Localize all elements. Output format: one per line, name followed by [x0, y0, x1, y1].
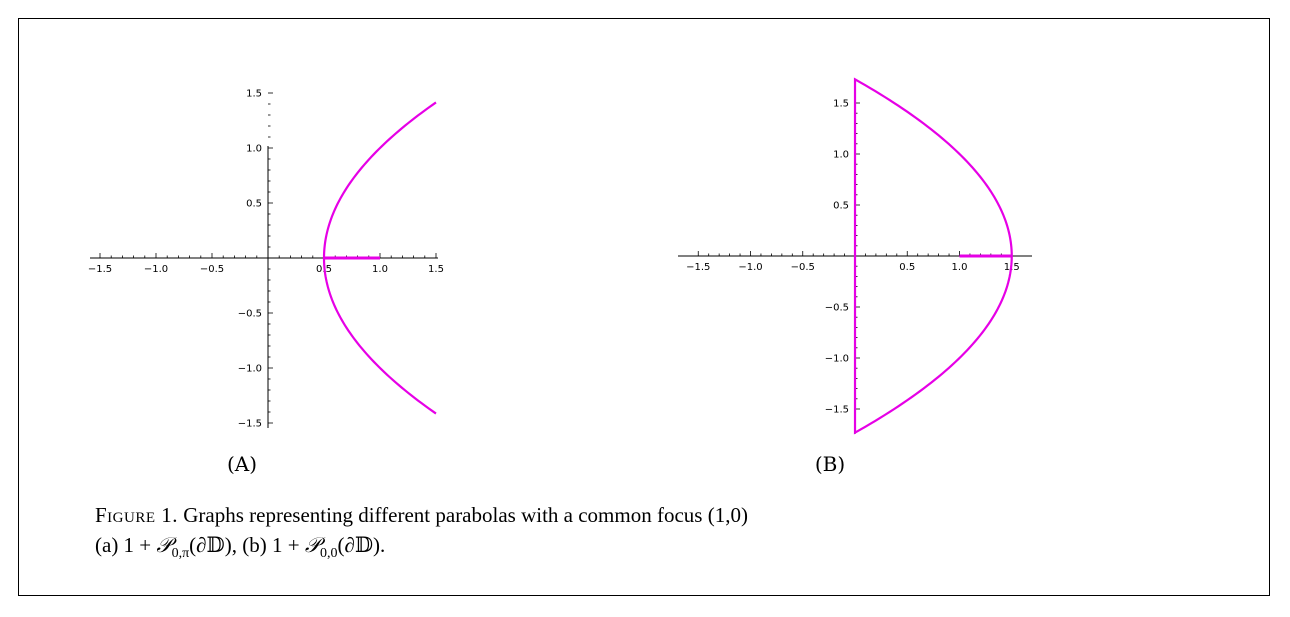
y-tick-label: 0.5 [246, 199, 262, 210]
caption-arg-b: (∂𝔻). [337, 533, 386, 557]
y-tick-label: −1.0 [825, 354, 849, 365]
y-tick-label: −1.0 [238, 364, 262, 375]
y-tick-label: −0.5 [825, 303, 849, 314]
caption-math-b: 𝒫 [304, 533, 320, 557]
caption-math-a: 𝒫 [156, 533, 172, 557]
y-tick-label: 1.5 [246, 89, 262, 100]
caption-part-a: (a) 1 + [95, 533, 157, 557]
x-tick-label: −1.5 [686, 262, 710, 273]
y-tick-label: −0.5 [238, 309, 262, 320]
subfigure-label-a: (A) [226, 452, 258, 476]
x-tick-label: −1.0 [144, 264, 168, 275]
x-tick-label: −0.5 [200, 264, 224, 275]
x-tick-label: −1.0 [738, 262, 762, 273]
caption-sub-a: 0,π [171, 546, 190, 562]
x-tick-label: −1.5 [88, 264, 112, 275]
x-tick-label: 0.5 [899, 262, 915, 273]
y-tick-label: 1.0 [246, 144, 262, 155]
subfigure-label-b: (B) [814, 452, 846, 476]
figure-frame [18, 18, 1270, 596]
x-tick-label: 1.0 [952, 262, 968, 273]
caption-text: Graphs representing different parabolas … [183, 503, 748, 527]
caption-part-b: (b) 1 + [236, 533, 305, 557]
figure-label: Figure 1. [95, 503, 179, 527]
y-tick-label: −1.5 [825, 405, 849, 416]
x-tick-label: 1.5 [428, 264, 444, 275]
y-tick-label: 1.5 [833, 99, 849, 110]
y-tick-label: −1.5 [238, 419, 262, 430]
y-tick-label: 1.0 [833, 150, 849, 161]
caption-arg-a: (∂𝔻), [189, 533, 237, 557]
x-tick-label: 1.0 [372, 264, 388, 275]
chart-a: −1.5 −1.0 −0.5 0.5 1.0 1.51.51.00.5−0.5−1.0−1… [88, 89, 444, 430]
caption-line-1: Figure 1. Graphs representing different … [95, 500, 1195, 530]
y-tick-label: 0.5 [833, 201, 849, 212]
caption-line-2: (a) 1 + 𝒫0,π(∂𝔻), (b) 1 + 𝒫0,0(∂𝔻). [95, 530, 1195, 569]
figure-caption: Figure 1. Graphs representing different … [95, 500, 1195, 569]
caption-sub-b: 0,0 [319, 546, 338, 562]
chart-b: −1.5 −1.0 −0.5 0.5 1.0 1.51.51.00.5−0.5−1.0−1… [678, 77, 1032, 435]
x-tick-label: −0.5 [791, 262, 815, 273]
